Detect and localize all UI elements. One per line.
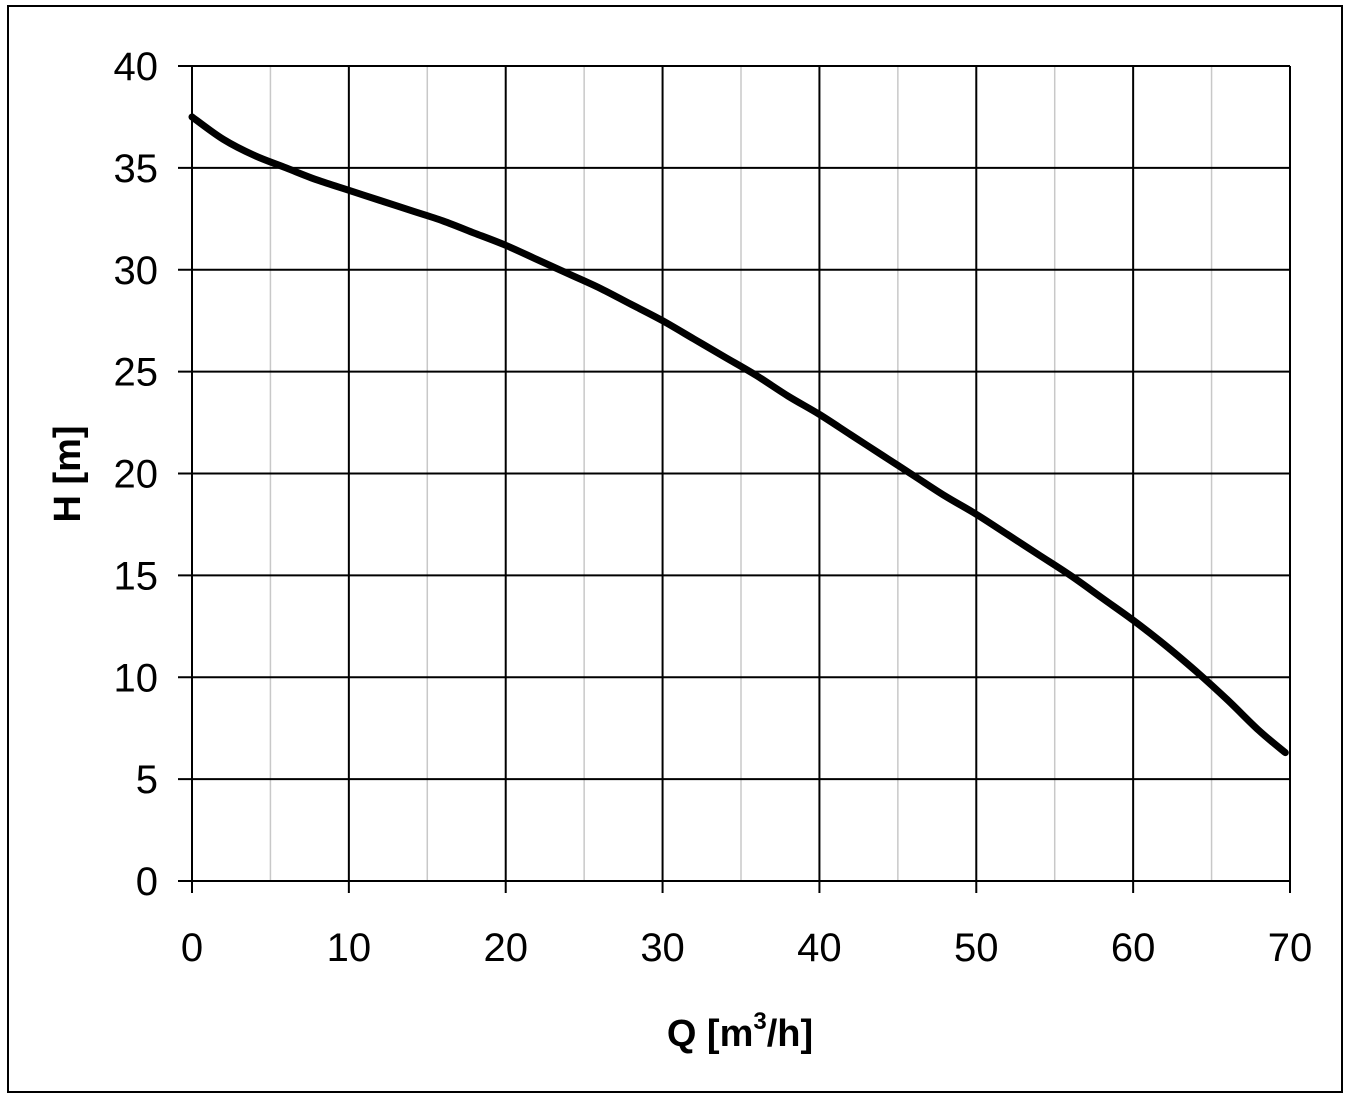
y-tick-label: 5 xyxy=(136,758,158,802)
x-tick-label: 0 xyxy=(181,926,203,970)
x-tick-label: 20 xyxy=(483,926,528,970)
x-tick-label: 50 xyxy=(954,926,999,970)
y-tick-label: 20 xyxy=(114,453,159,497)
x-tick-label: 70 xyxy=(1268,926,1313,970)
chart-frame xyxy=(7,5,1343,1093)
y-tick-label: 40 xyxy=(114,45,159,89)
x-tick-label: 10 xyxy=(327,926,372,970)
y-tick-label: 15 xyxy=(114,554,159,598)
x-tick-label: 60 xyxy=(1111,926,1156,970)
x-tick-labels: 0 10 20 30 40 50 60 70 xyxy=(181,926,1312,970)
y-axis-label: H [m] xyxy=(47,425,89,522)
y-tick-labels: 0 5 10 15 20 25 30 35 40 xyxy=(114,45,159,904)
x-axis-label: Q [m3/h] xyxy=(667,1008,813,1055)
series-line xyxy=(188,113,1289,757)
y-tick-label: 30 xyxy=(114,249,159,293)
y-tick-label: 10 xyxy=(114,656,159,700)
x-tick-label: 30 xyxy=(640,926,685,970)
tick-marks xyxy=(178,65,1291,893)
major-gridlines xyxy=(191,65,1291,882)
y-tick-label: 35 xyxy=(114,147,159,191)
y-tick-label: 25 xyxy=(114,351,159,395)
x-tick-label: 40 xyxy=(797,926,842,970)
y-tick-label: 0 xyxy=(136,860,158,904)
